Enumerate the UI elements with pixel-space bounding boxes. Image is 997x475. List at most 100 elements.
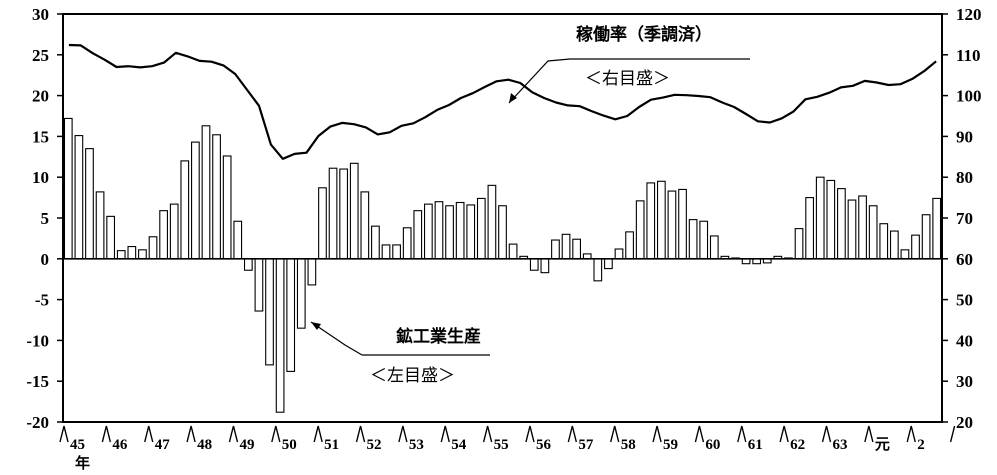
- left-tick-label: 30: [32, 5, 49, 24]
- bar-q56: [646, 182, 656, 260]
- bar-q79: [889, 230, 899, 260]
- bar-q72: [815, 176, 825, 260]
- bar-q83: [932, 197, 942, 260]
- bar-q21: [275, 258, 285, 413]
- bar-q60: [688, 219, 698, 260]
- left-axis-ticks: 30 25 20 15 10 5 0 -5 -10 -15 -20: [26, 5, 63, 432]
- bar-axis-note: ＜左目盛＞: [370, 366, 455, 386]
- bar-q71: [805, 197, 814, 260]
- bar-q42: [498, 205, 507, 260]
- bar-q4: [95, 191, 105, 260]
- bar-q26: [328, 167, 338, 260]
- x-tick-label: 54: [451, 437, 467, 453]
- right-tick-label: 60: [956, 250, 973, 269]
- bar-q32: [392, 244, 401, 260]
- bar-q77: [868, 205, 878, 260]
- year-separator: [525, 425, 535, 443]
- right-tick-label: 90: [956, 127, 973, 146]
- year-separator: [482, 425, 493, 443]
- year-separator: [228, 425, 239, 443]
- bar-q20: [265, 258, 274, 366]
- bar-q46: [540, 258, 550, 274]
- left-tick-label: 20: [32, 87, 49, 106]
- year-separator: [864, 425, 874, 443]
- bar-q74: [837, 188, 846, 260]
- right-tick-label: 120: [956, 5, 982, 24]
- line-label-leader: [508, 58, 571, 104]
- bar-q48: [561, 233, 571, 260]
- bar-q12: [180, 160, 190, 260]
- x-tick-label: 50: [282, 437, 297, 453]
- bar-q75: [847, 199, 857, 260]
- bar-q36: [434, 201, 444, 260]
- year-separator: [271, 425, 281, 443]
- bar-q52: [604, 258, 613, 270]
- year-separator: [567, 425, 578, 443]
- x-axis-ticks: 45 46 47 48 49 50 51 52 53 54 55 56 57 58 59 60 61 62 63 元 2…: [59, 425, 956, 472]
- bar-q18: [243, 258, 253, 271]
- x-tick-label: 58: [621, 437, 636, 453]
- bar-q5: [106, 215, 116, 260]
- bar-q14: [201, 125, 211, 260]
- bar-series-mining-production: [63, 117, 942, 413]
- year-separator: [906, 425, 916, 443]
- bar-q19: [254, 258, 264, 312]
- bar-q33: [402, 227, 412, 260]
- year-separator: [440, 425, 450, 443]
- x-tick-label: 49: [239, 437, 254, 453]
- bar-q9: [148, 236, 158, 260]
- bar-q13: [191, 141, 200, 260]
- year-separator: [398, 425, 408, 443]
- left-tick-label: 15: [32, 127, 49, 146]
- bar-q24: [307, 258, 317, 286]
- bar-q70: [794, 228, 804, 260]
- bar-q17: [233, 220, 243, 260]
- year-separator: [186, 425, 196, 443]
- bar-q6: [116, 250, 126, 260]
- bar-q39: [466, 204, 476, 260]
- line-axis-note: ＜右目盛＞: [585, 69, 670, 89]
- x-tick-label: 55: [494, 437, 509, 453]
- bar-series-label: 鉱工業生産: [396, 326, 481, 347]
- bar-q27: [339, 168, 349, 260]
- year-separator: [313, 425, 323, 443]
- left-tick-label: -5: [35, 291, 49, 310]
- x-tick-label: 47: [155, 437, 171, 453]
- bar-label-leader: [310, 321, 363, 356]
- bar-q76: [858, 195, 867, 260]
- bar-q49: [572, 238, 582, 260]
- bar-q81: [911, 234, 920, 260]
- x-tick-label: 53: [409, 437, 424, 453]
- bar-q51: [593, 258, 603, 282]
- year-separator: [737, 425, 747, 443]
- x-tick-label: 59: [663, 437, 678, 453]
- bar-q40: [476, 197, 486, 260]
- right-tick-label: 80: [956, 168, 973, 187]
- bar-q31: [381, 244, 391, 260]
- x-tick-label: 46: [112, 437, 128, 453]
- bar-q3: [85, 148, 94, 260]
- year-separator: [821, 425, 832, 443]
- bar-q29: [360, 191, 370, 260]
- year-separator: [694, 425, 705, 443]
- bar-q58: [667, 190, 677, 260]
- bar-q11: [169, 203, 179, 260]
- line-operating-rate: [68, 43, 937, 160]
- x-tick-label: 60: [705, 437, 720, 453]
- bar-q80: [900, 249, 910, 260]
- left-tick-label: -15: [26, 372, 49, 391]
- x-tick-label: 63: [833, 437, 848, 453]
- right-tick-label: 100: [956, 87, 982, 106]
- x-tick-label: 45: [70, 437, 85, 453]
- year-separator-end: [949, 425, 956, 443]
- bar-q1: [63, 117, 73, 260]
- bar-q62: [709, 235, 719, 260]
- bar-q59: [678, 188, 687, 260]
- right-tick-label: 30: [956, 372, 973, 391]
- bar-q34: [413, 210, 423, 260]
- bar-q16: [222, 155, 232, 260]
- year-separator: [144, 425, 154, 443]
- bar-q37: [445, 205, 454, 260]
- right-axis-ticks: 120 110 100 90 80 70 60 50 40 30 20: [942, 5, 982, 432]
